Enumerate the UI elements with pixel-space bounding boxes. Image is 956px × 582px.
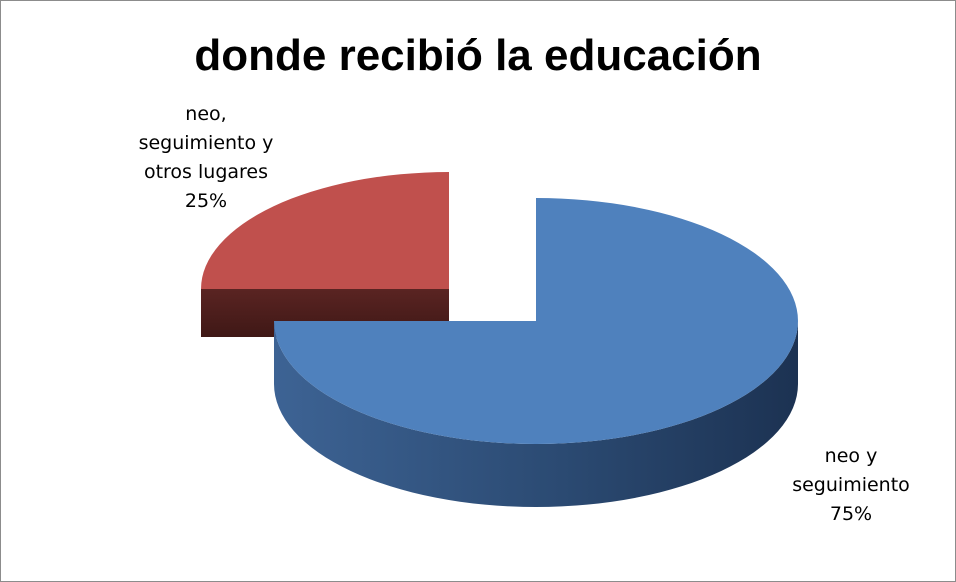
slice-top-1	[201, 172, 449, 289]
chart-title: donde recibió la educación	[194, 31, 762, 80]
slice-wall-0	[274, 321, 798, 507]
slice-top-0	[274, 198, 798, 444]
data-label-neo-y-seguimiento: neo y seguimiento 75%	[792, 445, 910, 525]
data-label-neo-seguimiento-otros-lugares: neo, seguimiento y otros lugares 25%	[138, 103, 274, 212]
pie-slice-0	[274, 198, 798, 507]
